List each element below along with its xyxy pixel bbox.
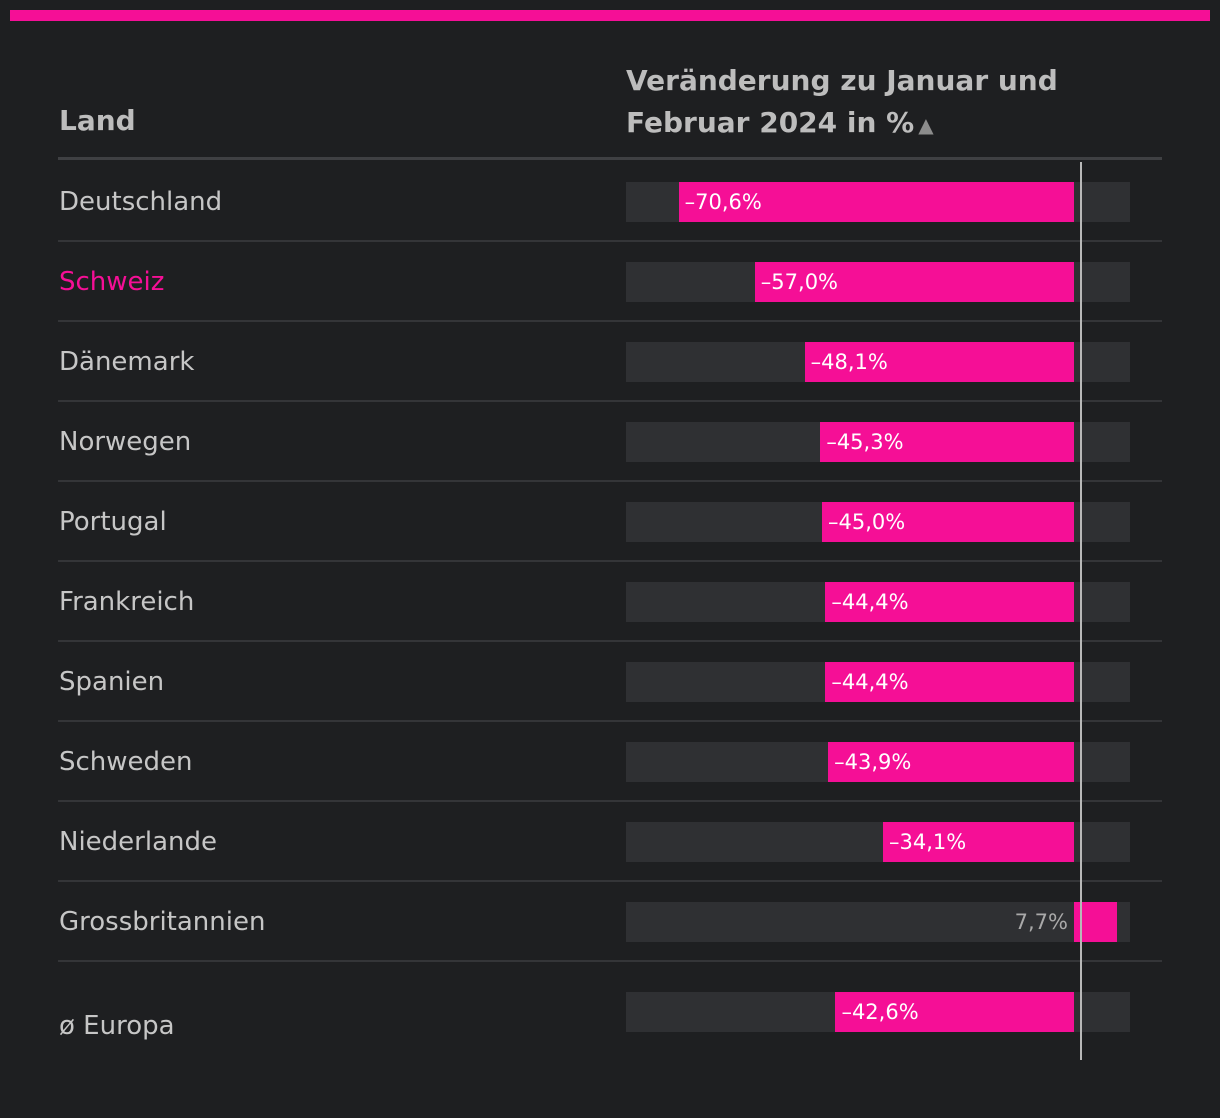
table-row: ø Europa –42,6% xyxy=(0,972,1220,1052)
bar-value-label: –57,0% xyxy=(760,270,839,294)
bar[interactable] xyxy=(828,742,1074,782)
bar-track: –44,4% xyxy=(626,662,1130,702)
country-label: Niederlande xyxy=(59,827,217,857)
bar-value-label: –45,3% xyxy=(826,430,904,454)
bar[interactable] xyxy=(835,992,1074,1032)
country-label: Grossbritannien xyxy=(59,907,266,937)
accent-bar xyxy=(10,10,1210,21)
table-row: Schweiz –57,0% xyxy=(0,242,1220,322)
bar-track: –34,1% xyxy=(626,822,1130,862)
row-divider xyxy=(58,480,1162,482)
bar[interactable] xyxy=(825,662,1074,702)
bar[interactable] xyxy=(825,582,1074,622)
bar-track: –42,6% xyxy=(626,992,1130,1032)
row-divider xyxy=(58,640,1162,642)
table-row: Grossbritannien 7,7% xyxy=(0,882,1220,962)
bar-value-label: –48,1% xyxy=(810,350,888,374)
bar-value-label: –45,0% xyxy=(828,510,906,534)
table-row: Schweden –43,9% xyxy=(0,722,1220,802)
bar-track: –43,9% xyxy=(626,742,1130,782)
bar-value-label: –44,4% xyxy=(831,590,909,614)
header-divider xyxy=(58,157,1162,160)
bar-track: –48,1% xyxy=(626,342,1130,382)
row-divider xyxy=(58,800,1162,802)
country-label: Dänemark xyxy=(59,347,195,377)
bar-value-label: 7,7% xyxy=(1014,910,1068,934)
country-label: ø Europa xyxy=(59,1011,175,1041)
bar-value-label: –44,4% xyxy=(831,670,909,694)
country-label: Schweiz xyxy=(59,267,165,297)
column-header-country[interactable]: Land xyxy=(59,104,136,137)
table-row: Frankreich –44,4% xyxy=(0,562,1220,642)
table-row: Deutschland –70,6% xyxy=(0,162,1220,242)
bar-track: –45,3% xyxy=(626,422,1130,462)
country-label: Deutschland xyxy=(59,187,223,217)
bar[interactable] xyxy=(678,182,1074,222)
bar[interactable] xyxy=(754,262,1074,302)
country-label: Norwegen xyxy=(59,427,192,457)
bar-track: –44,4% xyxy=(626,582,1130,622)
row-divider xyxy=(58,720,1162,722)
row-divider xyxy=(58,400,1162,402)
bar[interactable] xyxy=(822,502,1074,542)
row-divider xyxy=(58,560,1162,562)
bar-value-label: –43,9% xyxy=(834,750,912,774)
column-header-change[interactable]: Veränderung zu Januar und Februar 2024 i… xyxy=(626,60,1096,146)
table-row: Portugal –45,0% xyxy=(0,482,1220,562)
zero-axis-line xyxy=(1080,162,1082,1060)
bar[interactable] xyxy=(820,422,1074,462)
bar-track: –70,6% xyxy=(626,182,1130,222)
bar-value-label: –70,6% xyxy=(684,190,762,214)
country-label: Spanien xyxy=(59,667,165,697)
bar[interactable] xyxy=(883,822,1074,862)
column-header-change-label: Veränderung zu Januar und Februar 2024 i… xyxy=(626,64,1058,139)
bar-track: –57,0% xyxy=(626,262,1130,302)
bar-track: –45,0% xyxy=(626,502,1130,542)
country-label: Frankreich xyxy=(59,587,195,617)
row-divider xyxy=(58,880,1162,882)
row-divider xyxy=(58,320,1162,322)
bar[interactable] xyxy=(804,342,1074,382)
row-divider xyxy=(58,960,1162,962)
table-row: Spanien –44,4% xyxy=(0,642,1220,722)
bar-value-label: –42,6% xyxy=(841,1000,919,1024)
bar-track: 7,7% xyxy=(626,902,1130,942)
table-row: Norwegen –45,3% xyxy=(0,402,1220,482)
country-label: Portugal xyxy=(59,507,167,537)
table-row: Dänemark –48,1% xyxy=(0,322,1220,402)
sort-ascending-icon[interactable]: ▲ xyxy=(918,113,934,137)
bar-value-label: –34,1% xyxy=(889,830,967,854)
table-row: Niederlande –34,1% xyxy=(0,802,1220,882)
country-label: Schweden xyxy=(59,747,193,777)
row-divider xyxy=(58,240,1162,242)
